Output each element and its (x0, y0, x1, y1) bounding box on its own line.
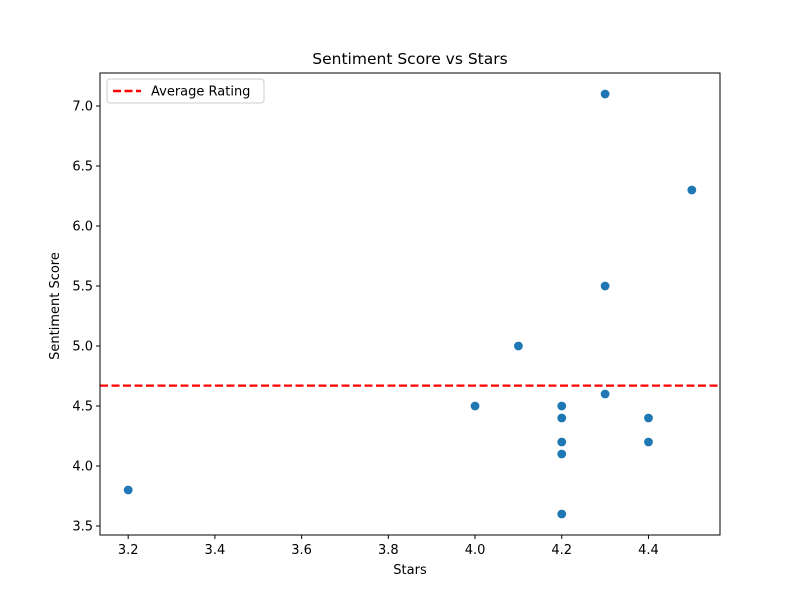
y-tick-label: 6.5 (72, 160, 93, 175)
y-tick-label: 3.5 (72, 520, 93, 535)
data-point (687, 185, 697, 195)
y-axis-label: Sentiment Score (48, 252, 63, 360)
data-point (513, 341, 523, 351)
legend-average-rating-label: Average Rating (151, 85, 250, 100)
data-point (644, 437, 653, 447)
y-tick-label: 4.0 (72, 460, 93, 475)
y-tick-label: 6.0 (72, 220, 93, 235)
x-tick-label: 4.0 (465, 543, 486, 558)
legend: Average Rating (106, 78, 265, 104)
data-point (600, 389, 610, 399)
x-tick-label: 3.4 (205, 543, 226, 558)
x-tick-label: 4.2 (551, 543, 572, 558)
legend-box (106, 78, 265, 104)
y-tick-label: 5.5 (72, 280, 93, 295)
data-point (557, 449, 567, 459)
data-point (557, 509, 567, 519)
axes-frame (99, 72, 721, 536)
chart-title: Sentiment Score vs Stars (312, 50, 507, 68)
plot-area: 3.2 3.4 3.6 3.8 4.0 4.2 4.4 3.5 4.0 4.5 5.0 5.5 6.0 6… (72, 72, 721, 558)
data-point (557, 413, 567, 423)
data-point (557, 401, 567, 411)
x-axis-label: Stars (393, 563, 427, 578)
y-tick-label: 4.5 (72, 400, 93, 415)
data-point (557, 437, 567, 447)
x-tick-label: 4.4 (638, 543, 659, 558)
data-point (123, 485, 133, 495)
x-tick-label: 3.2 (118, 543, 139, 558)
y-tick-label: 5.0 (72, 340, 93, 355)
x-tick-label: 3.6 (291, 543, 312, 558)
x-tick-label: 3.8 (378, 543, 399, 558)
data-point (644, 413, 653, 423)
data-point (600, 281, 610, 291)
data-point (600, 89, 610, 99)
data-point (470, 401, 480, 411)
y-tick-label: 7.0 (72, 100, 93, 115)
